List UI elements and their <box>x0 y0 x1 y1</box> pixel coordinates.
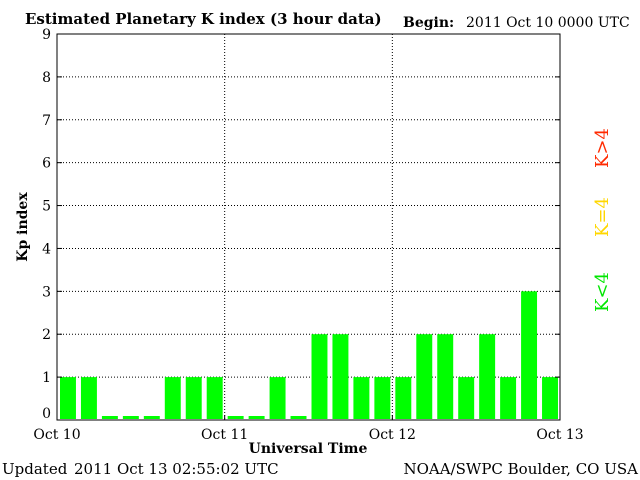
legend-k-equals-4: K=4 <box>592 197 613 237</box>
kp-bar <box>395 377 412 419</box>
kp-bar <box>500 377 517 419</box>
x-tick-label: Oct 13 <box>536 427 583 443</box>
y-tick-label: 2 <box>42 327 51 343</box>
y-tick-labels: 0 1 2 3 4 5 6 7 8 9 <box>42 27 560 422</box>
x-axis-label: Universal Time <box>249 441 368 457</box>
updated-label: Updated <box>2 460 68 478</box>
kp-bar <box>416 334 433 419</box>
kp-bar <box>80 377 97 419</box>
kp-bar <box>290 416 307 419</box>
grid-lines <box>57 34 560 420</box>
chart-title: Estimated Planetary K index (3 hour data… <box>25 10 382 28</box>
y-tick-label: 4 <box>42 241 51 257</box>
updated-value: 2011 Oct 13 02:55:02 UTC <box>74 460 279 478</box>
kp-bar <box>311 334 328 419</box>
kp-bar <box>164 377 181 419</box>
y-tick-label: 6 <box>42 156 51 172</box>
y-tick-label: 5 <box>42 199 51 215</box>
source-credit: NOAA/SWPC Boulder, CO USA <box>403 460 638 478</box>
x-tick-labels: Oct 10 Oct 11 Oct 12 Oct 13 <box>33 415 584 443</box>
kp-bar <box>542 377 558 419</box>
kp-bar <box>143 416 160 419</box>
kp-bar <box>269 377 286 419</box>
kp-bar <box>353 377 370 419</box>
bars-group <box>60 291 558 419</box>
x-tick-label: Oct 11 <box>201 427 248 443</box>
y-tick-label: 8 <box>42 70 51 86</box>
kp-bar <box>248 416 265 419</box>
kp-bar <box>479 334 496 419</box>
kp-bar <box>332 334 349 419</box>
kp-bar <box>185 377 202 419</box>
kp-bar <box>227 416 244 419</box>
kp-bar <box>437 334 454 419</box>
y-tick-label: 1 <box>42 370 51 386</box>
kp-bar <box>374 377 391 419</box>
begin-label: Begin: <box>403 15 454 31</box>
kp-bar <box>206 377 223 419</box>
kp-bar <box>458 377 475 419</box>
kp-bar <box>60 377 76 419</box>
kp-bar <box>101 416 118 419</box>
plot-frame <box>56 33 561 421</box>
x-tick-label: Oct 10 <box>33 427 80 443</box>
legend-k-below-4: K<4 <box>592 272 613 312</box>
x-tick-label: Oct 12 <box>369 427 416 443</box>
y-axis-label: Kp index <box>15 192 31 262</box>
y-tick-label: 7 <box>42 113 51 129</box>
begin-value: 2011 Oct 10 0000 UTC <box>466 15 630 31</box>
kp-bar <box>122 416 139 419</box>
y-tick-label: 3 <box>42 284 51 300</box>
kp-bar <box>521 291 538 419</box>
y-tick-label: 9 <box>42 27 51 43</box>
y-tick-label: 0 <box>42 406 51 422</box>
legend-k-above-4: K>4 <box>592 128 613 168</box>
